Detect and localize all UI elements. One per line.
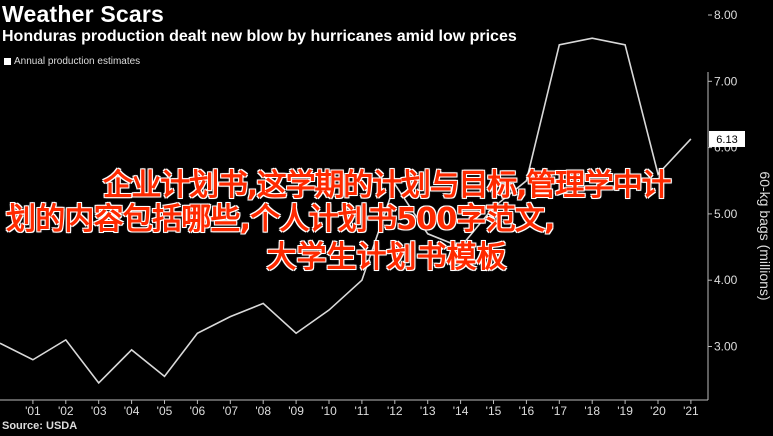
x-tick-label: '07	[222, 404, 238, 418]
overlay-text-line-1: 企业计划书,这学期的计划与目标,管理学中计	[102, 168, 672, 203]
y-tick-label: 7.00	[714, 74, 738, 88]
x-tick-label: '05	[157, 404, 173, 418]
x-tick-label: '01	[25, 404, 41, 418]
overlay-text-line-2: 划的内容包括哪些,个人计划书500字范文,	[6, 202, 555, 237]
source-note: Source: USDA	[2, 420, 78, 432]
x-tick-label: '09	[288, 404, 304, 418]
x-tick-label: '12	[387, 404, 403, 418]
x-tick-label: '15	[486, 404, 502, 418]
y-axis-label: 60-kg bags (millions)	[757, 171, 773, 300]
x-tick-label: '14	[453, 404, 469, 418]
x-tick-label: '03	[91, 404, 107, 418]
series-line	[0, 37, 692, 385]
x-tick-label: '06	[190, 404, 206, 418]
x-tick-label: '20	[650, 404, 666, 418]
x-tick-label: '17	[551, 404, 567, 418]
y-tick-label: 5.00	[714, 207, 738, 221]
x-tick-label: '13	[420, 404, 436, 418]
x-tick-label: '10	[321, 404, 337, 418]
x-tick-label: '18	[584, 404, 600, 418]
x-tick-label: '19	[617, 404, 633, 418]
x-tick-label: '16	[519, 404, 535, 418]
x-tick-label: '08	[255, 404, 271, 418]
last-value-label: 6.13	[716, 134, 737, 146]
last-value-badge	[709, 130, 745, 147]
legend-swatch	[4, 58, 11, 65]
chart-subtitle: Honduras production dealt new blow by hu…	[2, 28, 517, 45]
overlay-text-line-3: 大学生计划书模板	[266, 240, 507, 275]
x-tick-label: '02	[58, 404, 74, 418]
y-tick-label: 8.00	[714, 8, 738, 22]
x-tick-label: '04	[124, 404, 140, 418]
legend: Annual production estimates	[4, 56, 140, 67]
y-tick-label: 4.00	[714, 273, 738, 287]
chart-title: Weather Scars	[2, 1, 164, 27]
x-tick-label: '21	[683, 404, 699, 418]
legend-label: Annual production estimates	[14, 56, 141, 67]
x-tick-label: '11	[355, 404, 370, 418]
y-tick-label: 3.00	[714, 340, 738, 354]
